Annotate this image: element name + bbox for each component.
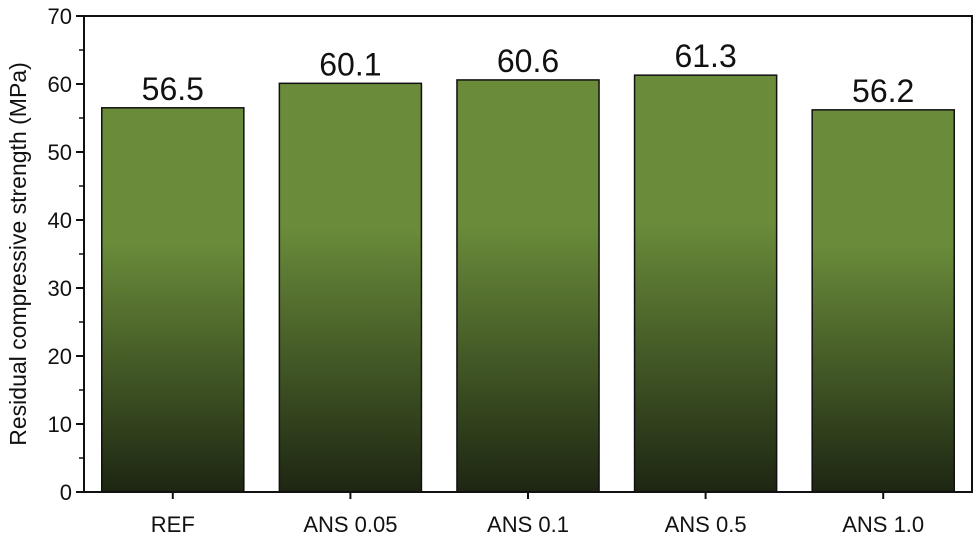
bar-1 [278, 82, 423, 493]
x-axis: REF ANS 0.05 ANS 0.1 ANS 0.5 ANS 1.0 [151, 492, 924, 537]
y-tick-label-6: 60 [48, 72, 72, 97]
y-tick-label-0: 0 [60, 480, 72, 505]
category-label-2: ANS 0.1 [487, 512, 569, 537]
bars-group [101, 74, 955, 493]
y-tick-label-7: 70 [48, 4, 72, 29]
bar-3 [633, 74, 778, 493]
bar-2 [456, 79, 600, 493]
y-tick-label-3: 30 [48, 276, 72, 301]
value-label-4: 56.2 [852, 73, 914, 109]
category-label-1: ANS 0.05 [303, 512, 397, 537]
value-label-1: 60.1 [319, 46, 381, 82]
y-axis: 0 10 20 30 40 50 60 70 [48, 4, 84, 505]
y-tick-label-2: 20 [48, 344, 72, 369]
bar-0 [101, 107, 245, 493]
value-label-0: 56.5 [142, 71, 204, 107]
value-label-3: 61.3 [674, 38, 736, 74]
category-label-3: ANS 0.5 [665, 512, 747, 537]
category-label-4: ANS 1.0 [842, 512, 924, 537]
value-labels-group: 56.5 60.1 60.6 61.3 56.2 [142, 38, 915, 109]
y-tick-label-4: 40 [48, 208, 72, 233]
y-tick-label-5: 50 [48, 140, 72, 165]
bar-4 [811, 109, 955, 493]
category-label-0: REF [151, 512, 195, 537]
y-tick-label-1: 10 [48, 412, 72, 437]
value-label-2: 60.6 [497, 43, 559, 79]
y-axis-title: Residual compressive strength (MPa) [5, 62, 31, 445]
